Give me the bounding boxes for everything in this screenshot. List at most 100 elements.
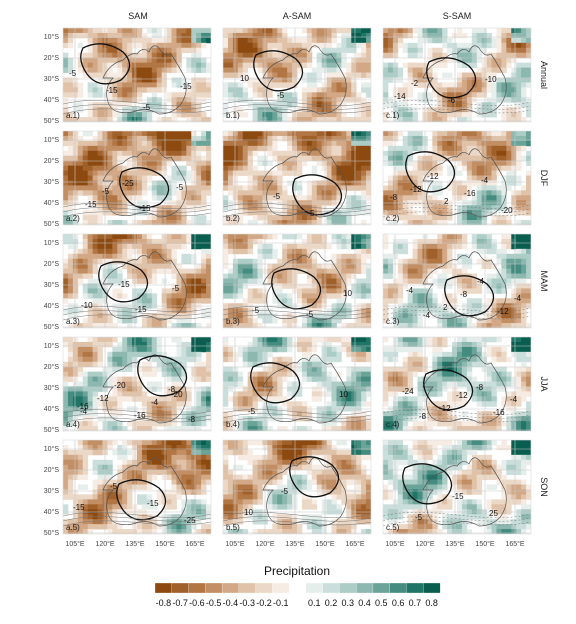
field-cell xyxy=(301,298,308,304)
field-cell xyxy=(321,102,327,108)
field-cell xyxy=(63,205,69,211)
field-cell xyxy=(252,107,258,113)
field-cell xyxy=(117,87,123,93)
field-cell xyxy=(63,82,69,88)
field-cell xyxy=(63,107,69,113)
field-cell xyxy=(392,87,399,93)
field-cell xyxy=(361,293,367,299)
field-cell xyxy=(247,210,253,216)
field-cell xyxy=(232,140,239,147)
field-cell xyxy=(437,210,443,216)
field-cell xyxy=(326,160,332,167)
field-cell xyxy=(151,313,158,319)
field-cell xyxy=(351,28,357,34)
field-cell xyxy=(232,180,239,186)
field-cell xyxy=(417,67,423,73)
field-cell xyxy=(392,215,399,221)
field-cell xyxy=(301,47,308,54)
field-cell xyxy=(361,117,367,122)
field-cell xyxy=(466,72,473,78)
field-cell xyxy=(206,356,211,363)
field-cell xyxy=(201,180,207,186)
field-cell xyxy=(521,278,527,284)
field-cell xyxy=(383,258,389,265)
field-cell xyxy=(117,190,123,196)
field-cell xyxy=(186,308,192,314)
field-cell xyxy=(72,313,79,319)
field-cell xyxy=(311,140,318,147)
field-cell xyxy=(427,238,433,245)
field-cell xyxy=(223,131,229,137)
field-cell xyxy=(201,215,207,221)
field-cell xyxy=(511,140,517,147)
field-cell xyxy=(252,215,258,221)
field-cell xyxy=(63,411,69,417)
field-cell xyxy=(191,77,197,83)
field-cell xyxy=(127,117,133,122)
field-cell xyxy=(501,234,507,240)
field-cell xyxy=(511,145,517,152)
field-cell xyxy=(112,28,118,34)
field-cell xyxy=(392,190,399,196)
field-cell xyxy=(87,318,93,324)
field-cell xyxy=(97,82,103,88)
field-cell xyxy=(146,145,153,152)
field-cell xyxy=(77,263,84,270)
field-cell xyxy=(161,351,167,358)
field-cell xyxy=(166,318,172,324)
field-cell xyxy=(417,92,423,98)
field-cell xyxy=(196,145,202,152)
field-cell xyxy=(346,195,352,201)
field-cell xyxy=(417,82,423,88)
field-cell xyxy=(476,243,483,250)
field-cell xyxy=(336,107,342,113)
field-cell xyxy=(267,210,273,216)
field-cell xyxy=(287,205,293,211)
field-cell xyxy=(127,361,133,368)
field-cell xyxy=(151,356,158,363)
field-cell xyxy=(63,117,69,122)
field-cell xyxy=(137,87,143,93)
field-cell xyxy=(227,62,234,68)
field-cell xyxy=(496,323,502,328)
field-cell xyxy=(521,263,527,270)
field-cell xyxy=(356,32,362,39)
field-cell xyxy=(486,313,492,319)
field-cell xyxy=(77,170,84,176)
field-cell xyxy=(412,195,418,201)
field-cell xyxy=(346,180,352,186)
field-cell xyxy=(277,112,283,118)
field-cell xyxy=(476,323,483,328)
field-cell xyxy=(516,195,522,201)
field-cell xyxy=(366,288,371,294)
field-cell xyxy=(432,238,438,245)
field-cell xyxy=(417,268,423,274)
field-cell xyxy=(511,165,517,171)
field-cell xyxy=(466,62,473,68)
field-cell xyxy=(171,283,177,289)
field-cell xyxy=(486,87,492,93)
field-cell xyxy=(257,155,263,162)
field-cell xyxy=(267,107,273,113)
map-panel-c1: -2-6-10-14c.1) xyxy=(382,27,532,123)
field-cell xyxy=(481,82,487,88)
field-cell xyxy=(272,273,278,279)
field-cell xyxy=(67,238,74,245)
field-cell xyxy=(457,238,463,245)
field-cell xyxy=(311,112,318,118)
field-cell xyxy=(67,253,74,260)
field-cell xyxy=(316,210,323,216)
field-cell xyxy=(397,258,404,265)
field-cell xyxy=(232,190,239,196)
contour-label: -25 xyxy=(122,179,134,188)
gridlines xyxy=(223,131,371,225)
field-cell xyxy=(201,341,207,348)
field-cell xyxy=(392,288,399,294)
field-cell xyxy=(127,131,133,137)
field-cell xyxy=(247,288,253,294)
field-cell xyxy=(511,87,517,93)
field-cell xyxy=(196,278,202,284)
field-cell xyxy=(491,238,497,245)
field-cell xyxy=(356,263,362,270)
field-cell xyxy=(122,351,128,358)
